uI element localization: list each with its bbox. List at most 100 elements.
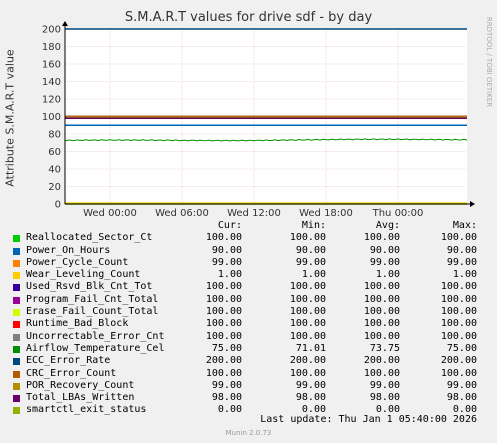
chart-title: S.M.A.R.T values for drive sdf - by day (124, 10, 373, 25)
legend-min-value: 100.00 (289, 306, 326, 318)
legend-row: Power_Cycle_Count 99.00 99.00 99.00 99.00 (0, 257, 497, 269)
y-tick-label: 40 (48, 165, 61, 176)
y-tick-label: 0 (55, 200, 61, 211)
legend-avg-value: 98.00 (369, 392, 400, 404)
legend-swatch (13, 358, 20, 366)
legend-min-value: 71.01 (295, 342, 326, 354)
legend-min-value: 100.00 (289, 281, 326, 293)
legend-min-value: 100.00 (289, 232, 326, 244)
legend-max-value: 100.00 (440, 281, 477, 293)
legend-avg-value: 0.00 (375, 404, 400, 416)
legend-max-value: 0.00 (452, 404, 477, 416)
legend-row: Program_Fail_Cnt_Total 100.00 100.00 100.00… (0, 294, 497, 306)
legend-cur-value: 0.00 (217, 404, 242, 416)
legend-cur-value: 100.00 (205, 281, 242, 293)
legend-row: Reallocated_Sector_Ct 100.00 100.00 100.00 1… (0, 232, 497, 244)
legend-avg-value: 1.00 (375, 269, 400, 281)
legend-row: CRC_Error_Count 100.00 100.00 100.00 100.00 (0, 368, 497, 380)
y-tick-label: 80 (48, 130, 61, 141)
legend-max-value: 100.00 (440, 232, 477, 244)
series-line-airflow_temperature_cel (64, 138, 468, 142)
x-tick-label: Thu 00:00 (372, 208, 424, 219)
y-tick-label: 60 (48, 147, 61, 158)
legend-cur-value: 100.00 (205, 318, 242, 330)
legend-swatch (13, 296, 20, 304)
legend-min-value: 99.00 (295, 256, 326, 268)
legend-row: smartctl_exit_status 0.00 0.00 0.00 0.00 (0, 404, 497, 416)
legend-row: Erase_Fail_Count_Total 100.00 100.00 100.00… (0, 306, 497, 318)
legend-cur-value: 100.00 (205, 232, 242, 244)
legend-avg-value: 100.00 (363, 293, 400, 305)
legend-min-value: 98.00 (295, 392, 326, 404)
generator-label: Munin 2.0.73 (225, 429, 272, 437)
legend-row: Total_LBAs_Written 98.00 98.00 98.00 98.00 (0, 392, 497, 404)
legend-max-value: 100.00 (440, 367, 477, 379)
legend-series-name: Runtime_Bad_Block (26, 318, 129, 330)
y-tick-label: 20 (48, 182, 61, 193)
legend-min-value: 100.00 (289, 367, 326, 379)
legend-min-value: 99.00 (295, 379, 326, 391)
x-tick-label: Wed 06:00 (155, 208, 209, 219)
legend-avg-value: 200.00 (363, 355, 400, 367)
y-tick-label: 160 (42, 60, 61, 71)
legend-avg-value: 100.00 (363, 318, 400, 330)
legend-row: Power_On_Hours 90.00 90.00 90.00 90.00 (0, 245, 497, 257)
legend-series-name: Used_Rsvd_Blk_Cnt_Tot (26, 281, 153, 293)
legend-row: Uncorrectable_Error_Cnt 100.00 100.00 100.0… (0, 331, 497, 343)
legend-cur-value: 75.00 (211, 342, 242, 354)
legend-row: ECC_Error_Rate 200.00 200.00 200.00 200.00 (0, 355, 497, 367)
legend-swatch (13, 321, 20, 329)
legend-cur-value: 99.00 (211, 256, 242, 268)
legend-min-value: 100.00 (289, 293, 326, 305)
legend-cur-value: 90.00 (211, 244, 242, 256)
legend-row: Airflow_Temperature_Cel 75.00 71.01 73.75 75… (0, 343, 497, 355)
x-tick-label: Wed 00:00 (83, 208, 137, 219)
y-tick-label: 100 (42, 112, 61, 123)
legend-avg-value: 90.00 (369, 244, 400, 256)
legend-swatch (13, 395, 20, 403)
legend-cur-value: 1.00 (217, 269, 242, 281)
y-tick-label: 180 (42, 42, 61, 53)
x-tick-label: Wed 12:00 (227, 208, 281, 219)
legend-max-value: 75.00 (446, 342, 477, 354)
legend-series-name: Total_LBAs_Written (26, 392, 135, 404)
legend-avg-value: 100.00 (363, 232, 400, 244)
legend-series-name: Power_On_Hours (26, 244, 111, 256)
legend-max-value: 100.00 (440, 306, 477, 318)
legend-swatch (13, 345, 20, 353)
legend-cur-value: 99.00 (211, 379, 242, 391)
legend-avg-value: 100.00 (363, 281, 400, 293)
x-axis-arrow (470, 201, 475, 207)
legend-swatch (13, 309, 20, 317)
legend-series-name: Erase_Fail_Count_Total (26, 306, 159, 318)
legend-swatch (13, 247, 20, 255)
col-avg-header: Avg: (375, 220, 400, 231)
legend-row: Runtime_Bad_Block 100.00 100.00 100.00 100.0… (0, 318, 497, 330)
legend-cur-value: 200.00 (205, 355, 242, 367)
legend-max-value: 99.00 (446, 256, 477, 268)
legend-min-value: 100.00 (289, 330, 326, 342)
legend-series-name: Program_Fail_Cnt_Total (26, 293, 159, 305)
legend-swatch (13, 333, 20, 341)
legend-avg-value: 100.00 (363, 330, 400, 342)
legend-min-value: 90.00 (295, 244, 326, 256)
y-tick-label: 120 (42, 95, 61, 106)
last-update: Last update: Thu Jan 1 05:40:00 2026 (260, 414, 477, 425)
legend-series-name: smartctl_exit_status (26, 404, 147, 416)
legend-swatch (13, 272, 20, 280)
legend-min-value: 0.00 (301, 404, 326, 416)
legend-header: Cur: Min: Avg: Max: (0, 220, 497, 232)
legend-cur-value: 100.00 (205, 306, 242, 318)
legend-min-value: 1.00 (301, 269, 326, 281)
legend-series-name: Power_Cycle_Count (26, 256, 129, 268)
legend-swatch (13, 382, 20, 390)
legend-series-name: CRC_Error_Count (26, 367, 117, 379)
plot-area: 0 20 40 60 80 100 120 140 160 180 200 Wed 00:00 Wed … (42, 21, 475, 219)
legend-series-name: Reallocated_Sector_Ct (26, 232, 153, 244)
legend-max-value: 98.00 (446, 392, 477, 404)
x-tick-label: Wed 18:00 (299, 208, 353, 219)
legend-row: POR_Recovery_Count 99.00 99.00 99.00 99.00 (0, 380, 497, 392)
y-tick-label: 140 (42, 77, 61, 88)
legend-series-name: ECC_Error_Rate (26, 355, 111, 367)
legend-series-name: Airflow_Temperature_Cel (26, 342, 165, 354)
